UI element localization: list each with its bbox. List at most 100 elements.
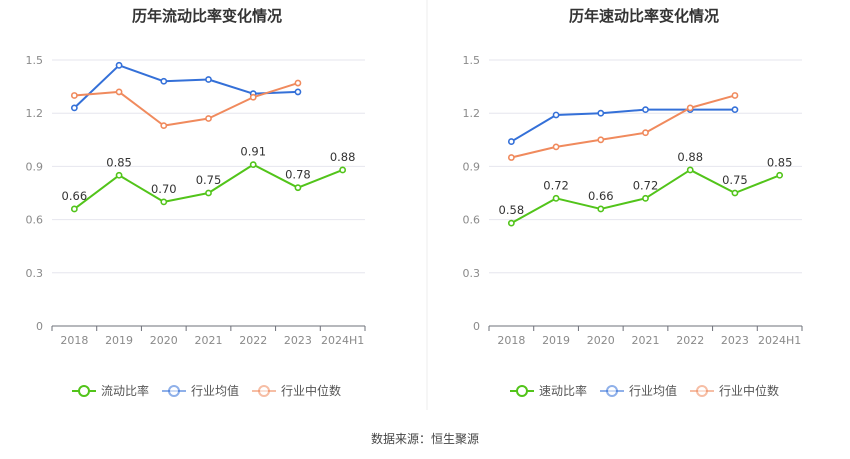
legend-marker	[78, 385, 90, 397]
data-point	[249, 93, 257, 101]
data-point	[205, 115, 212, 122]
y-tick-label: 0.9	[463, 160, 481, 173]
data-point	[642, 106, 649, 114]
data-point	[731, 189, 739, 197]
legend-item: 行业中位数	[690, 383, 779, 398]
data-point	[731, 106, 739, 114]
y-tick-label: 0.6	[26, 214, 44, 227]
data-point	[597, 109, 605, 117]
legend-label: 流动比率	[101, 383, 149, 398]
legend-item: 速动比率	[510, 383, 587, 398]
chart-title: 历年流动比率变化情况	[132, 7, 282, 25]
legend-label: 速动比率	[539, 383, 587, 398]
data-point	[686, 166, 694, 174]
series-line-1	[73, 64, 298, 109]
legend-marker	[168, 385, 180, 397]
data-label: 0.58	[499, 203, 525, 217]
x-tick-label: 2022	[239, 334, 267, 347]
legend-label: 行业均值	[629, 383, 677, 398]
data-point	[642, 194, 649, 202]
data-point	[160, 77, 168, 85]
data-point	[507, 154, 515, 161]
data-point	[507, 138, 515, 145]
data-point	[294, 79, 302, 87]
x-tick-label: 2018	[60, 334, 88, 347]
legend-label: 行业中位数	[281, 383, 341, 398]
data-point	[731, 92, 739, 99]
y-tick-label: 1.5	[26, 54, 44, 67]
data-point	[205, 76, 212, 83]
x-tick-label: 2019	[105, 334, 133, 347]
y-tick-label: 0	[36, 320, 43, 333]
x-tick-label: 2023	[721, 334, 749, 347]
legend-item: 行业中位数	[252, 383, 341, 398]
x-tick-label: 2019	[542, 334, 570, 347]
data-point	[160, 122, 168, 130]
legend-label: 行业均值	[191, 383, 239, 398]
x-tick-label: 2018	[497, 334, 525, 347]
data-point	[249, 161, 257, 169]
x-tick-label: 2021	[195, 334, 223, 347]
x-tick-label: 2022	[676, 334, 704, 347]
legend-item: 行业均值	[600, 383, 677, 398]
data-label: 0.78	[285, 168, 311, 182]
data-label: 0.88	[330, 150, 356, 164]
data-label: 0.75	[722, 173, 748, 187]
data-point	[160, 198, 168, 206]
data-label: 0.72	[543, 178, 569, 192]
data-point	[597, 205, 605, 213]
data-point	[205, 189, 212, 197]
data-point	[507, 219, 515, 227]
y-tick-label: 0.9	[26, 160, 44, 173]
legend-marker	[258, 385, 270, 397]
series-line-2	[511, 94, 736, 159]
data-label: 0.66	[62, 189, 88, 203]
data-point	[294, 88, 302, 96]
y-tick-label: 0	[473, 320, 480, 333]
data-point	[552, 194, 560, 202]
data-point	[115, 88, 123, 96]
series-line-2	[74, 82, 299, 127]
chart-title: 历年速动比率变化情况	[569, 7, 719, 25]
y-tick-label: 1.5	[463, 54, 481, 67]
legend-item: 行业均值	[162, 383, 239, 398]
y-tick-label: 0.3	[463, 267, 481, 280]
y-tick-label: 1.2	[463, 107, 481, 120]
legend-item: 流动比率	[72, 383, 149, 398]
x-tick-label: 2021	[632, 334, 660, 347]
x-tick-label: 2024H1	[321, 334, 364, 347]
data-label: 0.85	[106, 155, 132, 169]
y-tick-label: 0.3	[26, 267, 44, 280]
data-label: 0.75	[196, 173, 222, 187]
x-tick-label: 2024H1	[758, 334, 801, 347]
data-point	[115, 61, 123, 69]
data-label: 0.70	[151, 182, 177, 196]
legend-marker	[606, 385, 618, 397]
x-tick-label: 2020	[150, 334, 178, 347]
data-label: 0.91	[240, 145, 266, 159]
data-point	[686, 104, 694, 112]
current-ratio-chart: 历年流动比率变化情况 0 0.3 0.6 0.9 1.2 1.5 2018 2019 2020 20…	[26, 7, 366, 398]
data-point	[776, 171, 784, 179]
data-point	[294, 184, 302, 192]
legend-marker	[696, 385, 708, 397]
y-tick-label: 0.6	[463, 214, 481, 227]
data-point	[597, 136, 605, 144]
quick-ratio-chart: 历年速动比率变化情况 0 0.3 0.6 0.9 1.2 1.5 2018 2019 2020 20…	[463, 7, 803, 398]
data-point	[115, 171, 123, 179]
data-point	[642, 129, 649, 137]
data-point	[339, 166, 347, 174]
data-label: 0.88	[677, 150, 703, 164]
data-source: 数据来源：恒生聚源	[371, 431, 479, 446]
x-tick-label: 2020	[587, 334, 615, 347]
series-line-1	[510, 108, 735, 143]
data-point	[70, 92, 78, 99]
data-point	[70, 205, 78, 213]
data-label: 0.66	[588, 189, 614, 203]
legend-label: 行业中位数	[719, 383, 779, 398]
data-point	[552, 111, 560, 119]
data-label: 0.85	[767, 155, 793, 169]
y-tick-label: 1.2	[26, 107, 44, 120]
data-label: 0.72	[633, 178, 659, 192]
